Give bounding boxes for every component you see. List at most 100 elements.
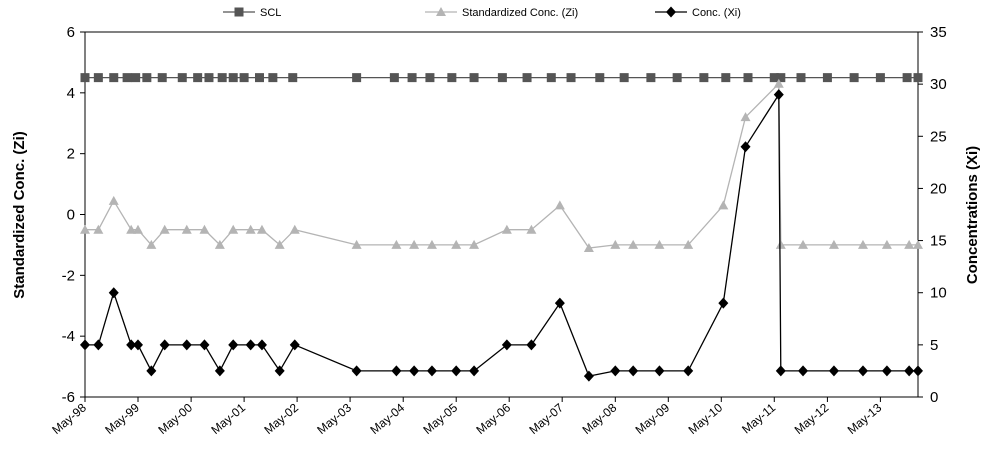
data-point-zi bbox=[773, 78, 784, 88]
data-point-scl bbox=[875, 73, 885, 83]
legend-label: SCL bbox=[260, 7, 281, 19]
data-point-zi bbox=[80, 224, 90, 234]
data-point-scl bbox=[595, 73, 605, 83]
legend-swatch-marker bbox=[436, 7, 446, 16]
data-point-xi bbox=[409, 365, 420, 377]
data-point-zi bbox=[274, 239, 285, 249]
data-point-zi bbox=[740, 112, 751, 122]
data-point-xi bbox=[610, 365, 621, 377]
data-point-scl bbox=[228, 73, 238, 83]
series-layer bbox=[80, 73, 923, 382]
legend-item-zi: Standardized Conc. (Zi) bbox=[425, 7, 578, 19]
x-tick-label: May-10 bbox=[686, 400, 726, 437]
data-point-scl bbox=[109, 73, 119, 83]
data-point-xi bbox=[718, 297, 729, 309]
x-tick-label: May-09 bbox=[633, 400, 673, 437]
series-scl bbox=[80, 73, 923, 83]
data-point-scl bbox=[776, 73, 786, 83]
data-point-scl bbox=[796, 73, 806, 83]
y-left-tick-label: -2 bbox=[62, 267, 75, 284]
series-line-zi bbox=[85, 82, 918, 249]
data-point-zi bbox=[501, 224, 512, 234]
data-point-xi bbox=[228, 339, 239, 351]
y-left-tick-label: 0 bbox=[67, 207, 75, 224]
legend-swatch-marker bbox=[234, 7, 244, 17]
data-point-scl bbox=[177, 73, 187, 83]
data-point-scl bbox=[447, 73, 457, 83]
y-left-tick-label: 6 bbox=[67, 24, 75, 41]
data-point-zi bbox=[426, 239, 437, 249]
y-right-tick-label: 35 bbox=[930, 24, 947, 41]
data-point-scl bbox=[407, 73, 417, 83]
x-tick-label: May-06 bbox=[473, 400, 513, 437]
data-point-scl bbox=[217, 73, 227, 83]
data-point-scl bbox=[193, 73, 203, 83]
data-point-xi bbox=[740, 141, 751, 153]
x-tick-label: May-13 bbox=[845, 400, 885, 437]
y-right-axis-title: Concentrations (Xi) bbox=[964, 146, 981, 284]
y-right-tick-label: 10 bbox=[930, 285, 947, 302]
data-point-zi bbox=[469, 239, 480, 249]
data-point-zi bbox=[228, 224, 239, 234]
data-point-zi bbox=[132, 224, 143, 234]
data-point-zi bbox=[181, 224, 192, 234]
data-point-xi bbox=[628, 365, 639, 377]
data-point-zi bbox=[775, 239, 786, 249]
data-point-xi bbox=[426, 365, 437, 377]
data-point-scl bbox=[157, 73, 167, 83]
x-tick-label: May-99 bbox=[102, 400, 142, 437]
data-point-zi bbox=[828, 239, 839, 249]
data-point-xi bbox=[256, 339, 267, 351]
data-point-xi bbox=[683, 365, 694, 377]
data-point-zi bbox=[526, 224, 537, 234]
data-point-zi bbox=[913, 239, 923, 249]
data-point-zi bbox=[881, 239, 892, 249]
data-point-xi bbox=[881, 365, 892, 377]
x-tick-label: May-04 bbox=[367, 400, 407, 437]
data-point-scl bbox=[352, 73, 362, 83]
data-point-zi bbox=[683, 239, 694, 249]
data-point-xi bbox=[501, 339, 512, 351]
y-right-tick-label: 25 bbox=[930, 128, 947, 145]
y-right-tick-label: 30 bbox=[930, 76, 947, 93]
data-point-xi bbox=[554, 297, 565, 309]
y-left-tick-label: -6 bbox=[62, 389, 75, 406]
data-point-zi bbox=[108, 195, 119, 205]
y-left-tick-label: 2 bbox=[67, 146, 75, 163]
data-point-xi bbox=[391, 365, 402, 377]
legend-swatch-marker bbox=[666, 6, 676, 18]
data-point-scl bbox=[469, 73, 479, 83]
data-point-xi bbox=[857, 365, 868, 377]
data-point-scl bbox=[902, 73, 912, 83]
data-point-xi bbox=[245, 339, 256, 351]
data-point-zi bbox=[146, 239, 157, 249]
data-point-xi bbox=[93, 339, 104, 351]
legend-label: Standardized Conc. (Zi) bbox=[462, 7, 578, 19]
data-point-scl bbox=[93, 73, 103, 83]
legend-label: Conc. (Xi) bbox=[692, 7, 741, 19]
data-point-zi bbox=[583, 242, 594, 252]
series-zi bbox=[80, 78, 923, 252]
data-point-zi bbox=[289, 224, 300, 234]
data-point-scl bbox=[721, 73, 731, 83]
y-right-tick-label: 15 bbox=[930, 233, 947, 250]
data-point-scl bbox=[672, 73, 682, 83]
data-point-scl bbox=[204, 73, 214, 83]
data-point-scl bbox=[80, 73, 90, 83]
y-left-tick-label: 4 bbox=[67, 85, 75, 102]
data-point-zi bbox=[93, 224, 104, 234]
data-point-xi bbox=[351, 365, 362, 377]
data-point-xi bbox=[146, 365, 157, 377]
data-point-zi bbox=[351, 239, 362, 249]
data-point-scl bbox=[619, 73, 629, 83]
data-point-zi bbox=[214, 239, 225, 249]
data-point-zi bbox=[904, 239, 915, 249]
data-point-xi bbox=[159, 339, 170, 351]
x-tick-label: May-08 bbox=[580, 400, 620, 437]
x-tick-label: May-00 bbox=[155, 400, 195, 437]
y-right-tick-label: 0 bbox=[930, 389, 938, 406]
x-tick-label: May-11 bbox=[739, 400, 778, 436]
data-point-scl bbox=[769, 73, 779, 83]
data-point-scl bbox=[288, 73, 298, 83]
